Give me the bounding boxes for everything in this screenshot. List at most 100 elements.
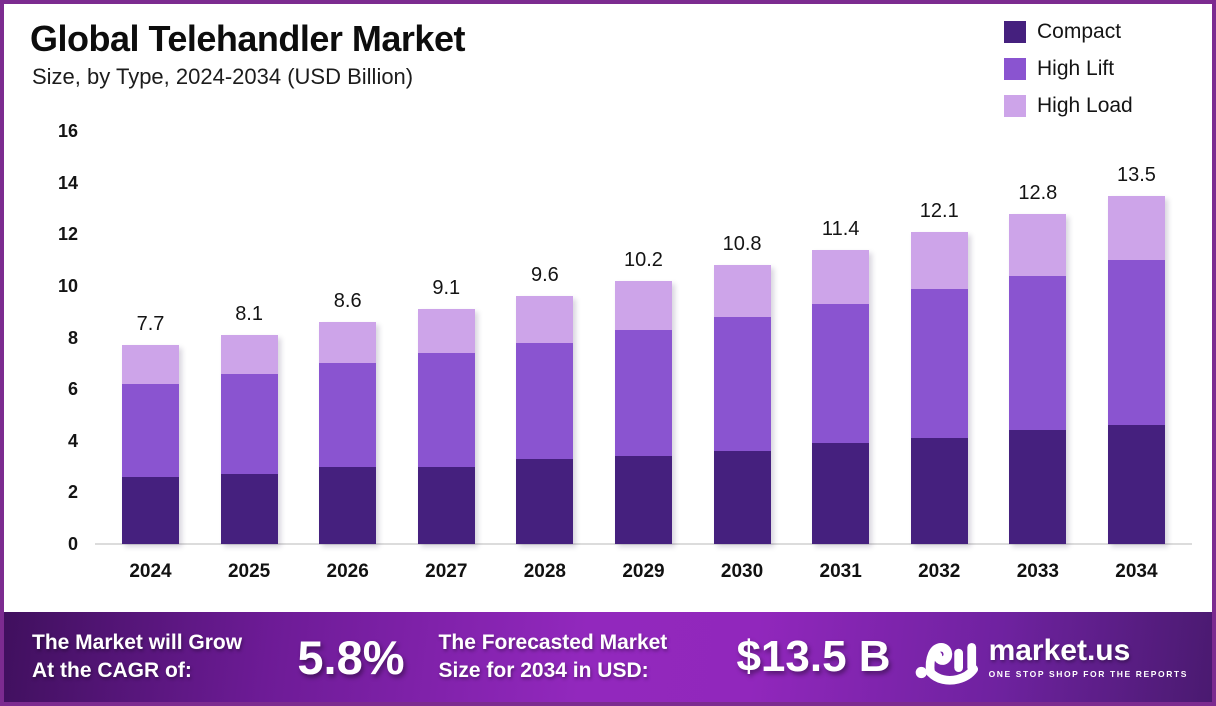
forecast-label-line1: The Forecasted Market xyxy=(438,630,668,654)
bar-total-label-2027: 9.1 xyxy=(432,277,461,300)
footer-banner: The Market will Grow At the CAGR of: 5.8… xyxy=(4,612,1212,702)
bar-segment-compact-2031 xyxy=(812,443,870,544)
cagr-value: 5.8% xyxy=(297,630,405,684)
x-tick-2032: 2032 xyxy=(918,561,961,582)
bar-chart: 7.7 2024 8.1 2025 8.6 2026 9.1 2027 9.6 2028 10.2 2… xyxy=(95,164,1192,582)
bar-segment-high-lift-2024 xyxy=(122,384,179,477)
bar-total-label-2026: 8.6 xyxy=(333,290,362,313)
x-tick-2034: 2034 xyxy=(1115,561,1158,582)
forecast-label-line2: Size for 2034 in USD: xyxy=(438,659,649,682)
legend-swatch-icon xyxy=(1004,58,1026,80)
y-tick-12: 12 xyxy=(57,224,78,245)
bar-segment-compact-2029 xyxy=(614,456,672,544)
y-tick-16: 16 xyxy=(57,121,78,142)
bar-segment-high-load-2034 xyxy=(1107,195,1165,261)
y-tick-14: 14 xyxy=(57,172,78,193)
bar-segment-compact-2034 xyxy=(1107,425,1165,544)
brand-logo: market.us ONE STOP SHOP FOR THE REPORTS xyxy=(915,628,1188,686)
bar-2031: 11.4 2031 xyxy=(812,218,870,582)
legend-label: High Load xyxy=(1037,94,1133,117)
bar-segment-high-load-2031 xyxy=(812,249,870,305)
bar-segment-high-lift-2028 xyxy=(516,342,574,459)
bar-segment-high-load-2024 xyxy=(122,345,179,385)
legend-item-compact: Compact xyxy=(1004,20,1133,44)
x-tick-2028: 2028 xyxy=(523,561,567,582)
x-tick-2030: 2030 xyxy=(720,561,764,582)
bar-2032: 12.1 2032 xyxy=(910,200,968,582)
bar-segment-compact-2027 xyxy=(417,466,475,544)
brand-text: market.us ONE STOP SHOP FOR THE REPORTS xyxy=(988,633,1188,679)
bar-2029: 10.2 2029 xyxy=(614,249,672,582)
y-tick-2: 2 xyxy=(67,482,78,503)
y-tick-6: 6 xyxy=(67,379,78,400)
brand-tagline: ONE STOP SHOP FOR THE REPORTS xyxy=(988,668,1188,679)
bar-total-label-2030: 10.8 xyxy=(722,233,762,256)
bar-segment-compact-2028 xyxy=(516,458,574,544)
bar-2024: 7.7 2024 xyxy=(122,313,179,582)
legend-swatch-icon xyxy=(1004,21,1026,43)
bar-segment-high-load-2029 xyxy=(614,280,672,330)
bar-segment-high-lift-2034 xyxy=(1107,260,1165,426)
x-tick-2024: 2024 xyxy=(129,561,172,582)
bar-total-label-2034: 13.5 xyxy=(1116,163,1156,186)
bar-segment-compact-2024 xyxy=(122,476,179,544)
x-tick-2029: 2029 xyxy=(622,561,665,582)
bar-total-label-2024: 7.7 xyxy=(136,313,165,336)
bar-2026: 8.6 2026 xyxy=(319,290,377,582)
forecast-label: The Forecasted Market Size for 2034 in U… xyxy=(439,629,725,686)
bar-segment-compact-2026 xyxy=(319,466,377,544)
bar-segment-high-load-2032 xyxy=(910,231,968,289)
y-tick-4: 4 xyxy=(67,430,78,451)
legend-item-high-lift: High Lift xyxy=(1004,57,1133,81)
x-tick-2033: 2033 xyxy=(1016,561,1059,582)
bar-segment-high-load-2027 xyxy=(417,309,475,354)
bar-total-label-2032: 12.1 xyxy=(919,199,959,222)
y-tick-0: 0 xyxy=(67,534,78,554)
bar-segment-high-load-2030 xyxy=(713,265,771,317)
bar-2034: 13.5 2034 xyxy=(1107,164,1165,582)
bar-segment-compact-2032 xyxy=(910,438,968,544)
chart-legend: Compact High Lift High Load xyxy=(1004,20,1133,118)
legend-swatch-icon xyxy=(1004,95,1026,117)
legend-label: Compact xyxy=(1037,20,1122,43)
bar-segment-compact-2025 xyxy=(220,474,278,544)
market-us-logo-icon xyxy=(915,642,978,685)
bar-total-label-2031: 11.4 xyxy=(821,217,860,240)
bar-segment-high-lift-2032 xyxy=(910,288,968,439)
cagr-label: The Market will Grow At the CAGR of: xyxy=(32,629,287,686)
x-tick-2031: 2031 xyxy=(819,561,862,582)
brand-name: market.us xyxy=(988,633,1131,667)
bar-segment-high-lift-2033 xyxy=(1009,275,1067,431)
cagr-label-line1: The Market will Grow xyxy=(32,630,243,654)
page-title: Global Telehandler Market xyxy=(30,18,465,59)
bar-segment-compact-2033 xyxy=(1009,430,1067,544)
page-subtitle: Size, by Type, 2024-2034 (USD Billion) xyxy=(32,64,414,89)
bar-segment-compact-2030 xyxy=(713,451,771,544)
bar-2028: 9.6 2028 xyxy=(516,264,574,582)
bar-segment-high-lift-2029 xyxy=(614,329,672,457)
forecast-value: $13.5 B xyxy=(736,632,891,681)
y-tick-8: 8 xyxy=(67,327,78,348)
x-tick-2026: 2026 xyxy=(326,561,369,582)
bar-segment-high-lift-2026 xyxy=(319,363,377,467)
bar-2027: 9.1 2027 xyxy=(417,277,475,582)
legend-item-high-load: High Load xyxy=(1004,94,1133,118)
y-tick-10: 10 xyxy=(57,276,78,296)
bar-segment-high-load-2025 xyxy=(220,335,278,374)
bar-total-label-2033: 12.8 xyxy=(1018,181,1058,204)
bar-segment-high-lift-2030 xyxy=(713,316,771,452)
legend-label: High Lift xyxy=(1037,57,1115,80)
cagr-label-line2: At the CAGR of: xyxy=(32,659,192,682)
x-tick-2025: 2025 xyxy=(227,561,271,582)
bar-segment-high-load-2028 xyxy=(516,296,574,343)
bar-2025: 8.1 2025 xyxy=(220,303,278,582)
bar-segment-high-lift-2027 xyxy=(417,353,475,467)
bar-segment-high-load-2026 xyxy=(319,322,377,364)
bar-2033: 12.8 2033 xyxy=(1009,182,1067,582)
bar-segment-high-load-2033 xyxy=(1009,213,1067,276)
bar-total-label-2029: 10.2 xyxy=(624,248,663,271)
x-axis-line xyxy=(95,543,1192,545)
bar-total-label-2028: 9.6 xyxy=(530,264,559,287)
x-tick-2027: 2027 xyxy=(425,561,468,582)
